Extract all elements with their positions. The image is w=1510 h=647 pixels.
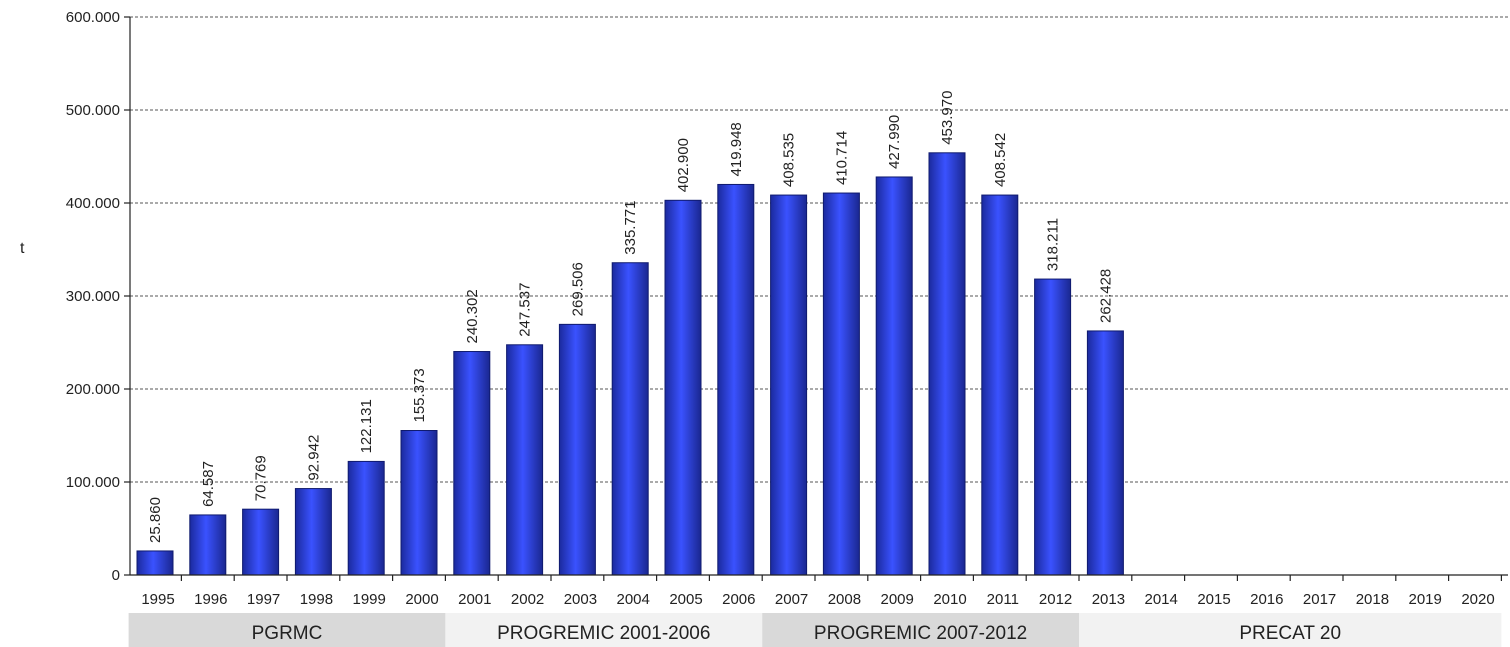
x-tick-label-1999: 1999 <box>353 591 386 608</box>
bar-2012 <box>1034 278 1072 576</box>
x-tick-label-2015: 2015 <box>1197 591 1230 608</box>
data-label-2008: 410.714 <box>833 131 850 185</box>
period-label-2: PROGREMIC 2001-2006 <box>497 623 710 644</box>
bars <box>136 152 1124 576</box>
x-tick-label-2000: 2000 <box>405 591 438 608</box>
y-axis-label: t <box>20 240 25 257</box>
data-label-2009: 427.990 <box>886 115 903 169</box>
bar-2006 <box>717 183 755 576</box>
x-tick-label-2018: 2018 <box>1356 591 1389 608</box>
data-label-2002: 247.537 <box>517 283 534 337</box>
data-label-1997: 70.769 <box>253 455 270 501</box>
period-label-1: PGRMC <box>252 623 323 644</box>
x-tick-label-2005: 2005 <box>669 591 702 608</box>
x-tick-label-2014: 2014 <box>1145 591 1178 608</box>
x-tick-label-2010: 2010 <box>933 591 966 608</box>
x-tick-label-2009: 2009 <box>881 591 914 608</box>
y-tick-label: 600.000 <box>66 9 120 26</box>
period-label-3: PROGREMIC 2007-2012 <box>814 623 1027 644</box>
bar-1996 <box>189 514 227 576</box>
data-label-1998: 92.942 <box>305 435 322 481</box>
bar-2013 <box>1086 330 1124 576</box>
x-tick-label-2016: 2016 <box>1250 591 1283 608</box>
gridlines <box>130 16 1508 483</box>
data-label-2012: 318.211 <box>1045 218 1062 271</box>
period-bands: PGRMC PROGREMIC 2001-2006 PROGREMIC 2007-2… <box>128 613 1502 647</box>
y-tick-label: 0 <box>112 567 120 584</box>
data-label-2000: 155.373 <box>411 368 428 422</box>
y-tick-label: 400.000 <box>66 195 120 212</box>
data-label-1995: 25.860 <box>147 497 164 543</box>
x-tick-label-2013: 2013 <box>1092 591 1125 608</box>
data-label-2005: 402.900 <box>675 138 692 192</box>
x-tick-label-2004: 2004 <box>617 591 650 608</box>
y-tick-label: 300.000 <box>66 288 120 305</box>
data-label-2013: 262.428 <box>1097 269 1114 323</box>
bar-1999 <box>347 460 385 576</box>
data-label-2010: 453.970 <box>939 91 956 145</box>
data-labels: 25.860 64.587 70.769 92.942 122.131 155.373 24… <box>147 91 1114 543</box>
x-tick-label-1996: 1996 <box>194 591 227 608</box>
x-tick-label-1995: 1995 <box>141 591 174 608</box>
bar-2005 <box>664 199 702 576</box>
axes: 0 100.000 200.000 300.000 400.000 500.000 600.… <box>66 9 1508 608</box>
period-band-2 <box>445 613 763 647</box>
x-tick-label-2001: 2001 <box>458 591 491 608</box>
period-band-3 <box>762 613 1079 647</box>
data-label-1996: 64.587 <box>200 461 217 507</box>
data-label-2004: 335.771 <box>622 200 639 254</box>
x-tick-label-1998: 1998 <box>300 591 333 608</box>
x-tick-label-2008: 2008 <box>828 591 861 608</box>
bar-1997 <box>242 508 280 576</box>
period-band-4 <box>1079 613 1502 647</box>
data-label-2003: 269.506 <box>569 262 586 316</box>
y-tick-label: 100.000 <box>66 474 120 491</box>
data-label-2011: 408.542 <box>992 133 1009 187</box>
data-label-2007: 408.535 <box>781 133 798 187</box>
bar-2000 <box>400 430 438 576</box>
y-tick-label: 200.000 <box>66 381 120 398</box>
x-tick-label-2003: 2003 <box>564 591 597 608</box>
period-label-4: PRECAT 20 <box>1239 623 1341 644</box>
x-tick-label-2019: 2019 <box>1409 591 1442 608</box>
x-tick-label-2002: 2002 <box>511 591 544 608</box>
bar-2010 <box>928 152 966 576</box>
bar-1995 <box>136 550 174 576</box>
x-tick-label-2011: 2011 <box>987 591 1019 608</box>
x-tick-label-2020: 2020 <box>1461 591 1494 608</box>
y-tick-label: 500.000 <box>66 102 120 119</box>
x-tick-label-2007: 2007 <box>775 591 808 608</box>
x-tick-label-1997: 1997 <box>247 591 280 608</box>
bar-2009 <box>875 176 913 576</box>
bar-2008 <box>822 192 860 576</box>
bar-2004 <box>611 262 649 576</box>
bar-1998 <box>294 488 332 576</box>
bar-2003 <box>558 323 596 576</box>
x-tick-label-2012: 2012 <box>1039 591 1072 608</box>
data-label-2001: 240.302 <box>464 289 481 343</box>
x-tick-label-2006: 2006 <box>722 591 755 608</box>
bar-2007 <box>770 194 808 576</box>
bar-2011 <box>981 194 1019 576</box>
bar-2001 <box>453 351 491 576</box>
data-label-2006: 419.948 <box>728 122 745 176</box>
period-band-1 <box>128 613 446 647</box>
bar-2002 <box>506 344 544 576</box>
x-tick-label-2017: 2017 <box>1303 591 1336 608</box>
data-label-1999: 122.131 <box>358 399 375 453</box>
